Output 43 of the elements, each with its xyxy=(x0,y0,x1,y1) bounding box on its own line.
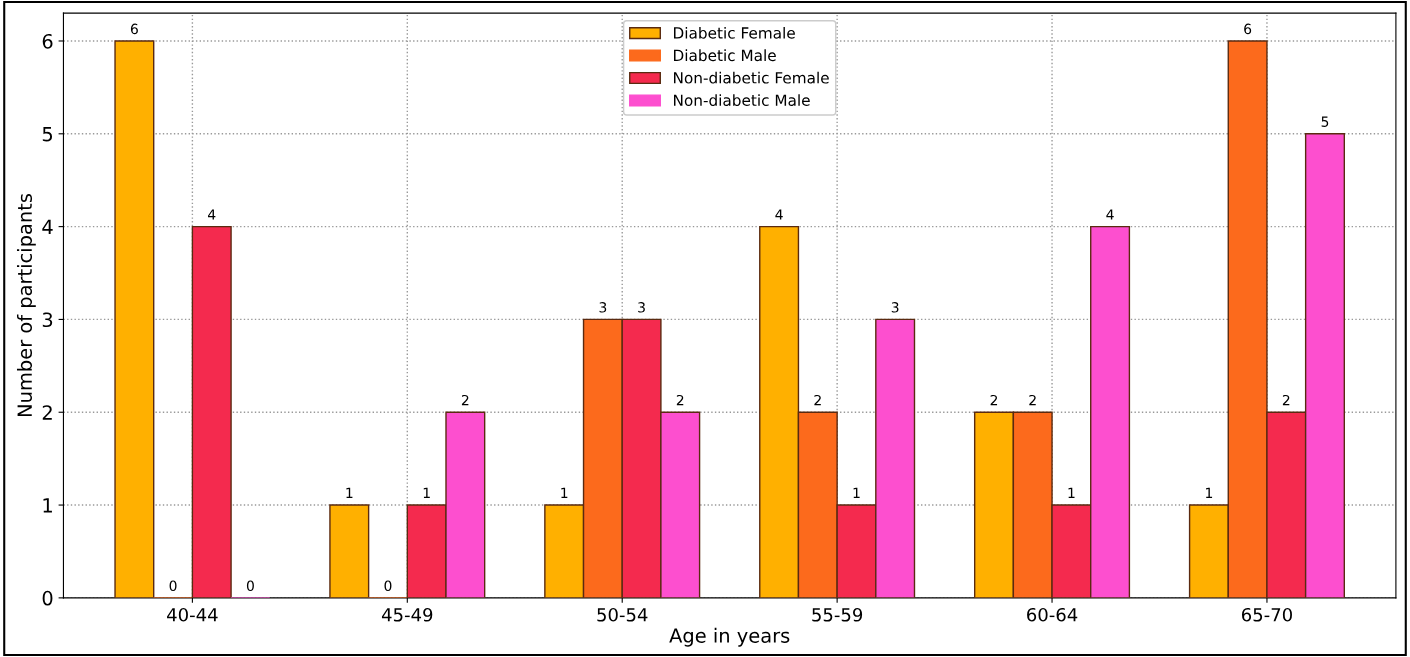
y-tick-label: 3 xyxy=(42,312,53,328)
x-tick-label: 40-44 xyxy=(167,607,218,622)
data-label: 1 xyxy=(346,487,353,498)
data-label: 4 xyxy=(775,209,783,220)
data-label: 1 xyxy=(561,487,568,498)
data-label: 1 xyxy=(853,487,860,498)
data-label: 2 xyxy=(676,394,684,406)
data-label: 3 xyxy=(638,302,645,313)
y-axis-title: Number of participants xyxy=(16,193,36,417)
legend-label: Non-diabetic Female xyxy=(674,71,829,84)
y-tick-label: 5 xyxy=(42,127,53,142)
data-label: 2 xyxy=(1029,394,1036,406)
legend-label: Non-diabetic Male xyxy=(674,94,810,106)
data-label: 1 xyxy=(423,487,430,498)
data-label: 2 xyxy=(990,394,998,406)
data-label: 5 xyxy=(1321,116,1329,127)
x-tick-label: 50-54 xyxy=(597,607,648,622)
x-axis-title: Age in years xyxy=(669,627,790,647)
data-label: 4 xyxy=(1106,209,1114,220)
data-label: 3 xyxy=(891,302,899,313)
legend-label: Diabetic Male xyxy=(674,49,776,62)
data-label: 0 xyxy=(246,580,254,592)
data-label: 2 xyxy=(1282,394,1290,406)
data-label: 2 xyxy=(814,394,821,406)
data-label: 2 xyxy=(461,394,469,406)
y-tick-label: 1 xyxy=(43,498,52,513)
data-label: 4 xyxy=(208,209,216,220)
y-tick-label: 2 xyxy=(42,405,52,420)
data-label: 0 xyxy=(384,580,392,592)
data-label: 0 xyxy=(169,580,177,592)
y-tick-label: 4 xyxy=(42,219,53,234)
data-label: 1 xyxy=(1206,487,1213,498)
x-tick-label: 65-70 xyxy=(1241,607,1292,622)
data-label: 6 xyxy=(130,23,138,35)
data-label: 1 xyxy=(1068,487,1075,498)
legend-label: Diabetic Female xyxy=(674,26,795,39)
y-tick-label: 0 xyxy=(42,590,53,606)
data-label: 3 xyxy=(599,302,607,313)
y-tick-label: 6 xyxy=(42,33,53,49)
x-tick-label: 55-59 xyxy=(812,607,863,622)
data-label: 6 xyxy=(1244,23,1252,35)
x-tick-label: 60-64 xyxy=(1027,607,1078,622)
x-tick-label: 45-49 xyxy=(381,607,433,622)
